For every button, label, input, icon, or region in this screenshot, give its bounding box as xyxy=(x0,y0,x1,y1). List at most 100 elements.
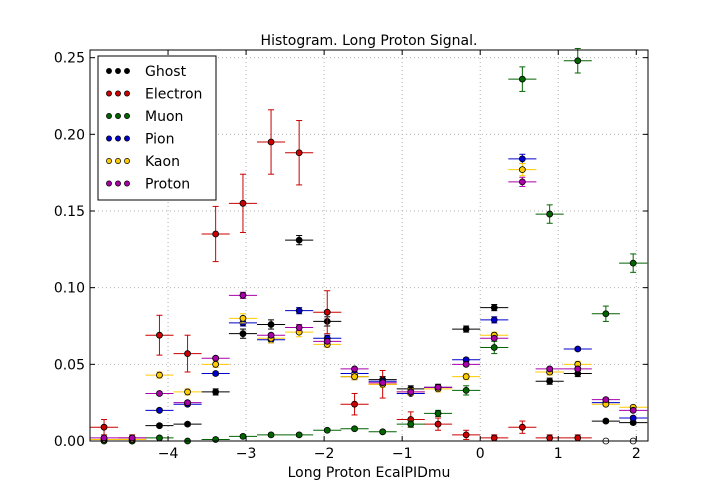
legend-marker-muon xyxy=(124,113,130,119)
ghost-point xyxy=(295,236,303,244)
muon-point xyxy=(267,431,275,439)
kaon-point xyxy=(351,373,358,381)
proton-point xyxy=(184,399,191,407)
proton-point xyxy=(629,406,637,414)
kaon-point xyxy=(462,373,470,381)
muon-point xyxy=(239,432,247,440)
proton-point xyxy=(295,324,303,331)
legend-marker-ghost xyxy=(106,68,112,74)
legend-marker-ghost xyxy=(124,68,130,74)
x-tick-label: 2 xyxy=(632,446,641,462)
legend-label-kaon: Kaon xyxy=(145,154,180,170)
y-tick-label: 0.20 xyxy=(54,127,85,143)
legend-marker-muon xyxy=(106,113,112,119)
axis-ticks: −4 −3 −2 −1 0 1 2 0.00 0.05 0.10 0.15 0.20 0.25 xyxy=(54,50,648,462)
legend-label-electron: Electron xyxy=(145,87,202,103)
y-tick-label: 0.10 xyxy=(54,281,85,297)
legend-marker-pion xyxy=(106,135,112,142)
ghost-point xyxy=(546,377,554,385)
electron-point xyxy=(156,331,163,339)
legend-marker-electron xyxy=(106,90,112,97)
proton-point xyxy=(351,365,358,373)
chart-title: Histogram. Long Proton Signal. xyxy=(261,33,478,49)
proton-point xyxy=(602,396,610,404)
x-tick-label: 1 xyxy=(554,446,563,462)
legend-box xyxy=(97,55,217,201)
kaon-point xyxy=(156,371,163,379)
proton-point xyxy=(379,379,387,387)
muon-point xyxy=(629,259,637,267)
proton-point xyxy=(267,331,275,339)
legend-label-muon: Muon xyxy=(145,109,183,125)
legend-marker-muon xyxy=(115,113,121,119)
pion-point xyxy=(156,406,163,414)
electron-point xyxy=(212,230,220,238)
electron-point xyxy=(239,199,247,207)
electron-point xyxy=(574,434,582,442)
proton-point xyxy=(490,334,498,342)
pion-point xyxy=(212,370,220,377)
muon-point xyxy=(379,428,387,436)
legend-marker-proton xyxy=(115,180,121,187)
electron-point xyxy=(518,423,526,431)
legend-marker-electron xyxy=(124,90,130,97)
kaon-point xyxy=(239,314,247,322)
proton-point xyxy=(128,434,136,442)
y-tick-label: 0.05 xyxy=(54,357,85,373)
y-tick-label: 0.25 xyxy=(54,51,85,67)
x-tick-label: 0 xyxy=(476,446,485,462)
pion-point xyxy=(490,316,498,324)
electron-point xyxy=(323,308,331,316)
ghost-point xyxy=(267,321,275,328)
pion-point xyxy=(629,414,637,422)
y-tick-label: 0.15 xyxy=(54,204,85,220)
legend-marker-electron xyxy=(115,90,121,97)
muon-point xyxy=(490,344,498,351)
proton-point xyxy=(407,388,415,396)
x-tick-label: −2 xyxy=(314,446,335,462)
electron-point xyxy=(462,431,470,439)
x-tick-label: −3 xyxy=(236,446,257,462)
legend-marker-kaon xyxy=(115,158,121,164)
ghost-point xyxy=(602,417,610,425)
electron-point xyxy=(184,350,191,358)
kaon-point xyxy=(184,388,191,396)
muon-point xyxy=(546,210,554,218)
muon-point xyxy=(212,436,220,443)
legend-marker-proton xyxy=(106,180,112,187)
legend-marker-ghost xyxy=(115,68,121,74)
legend-marker-kaon xyxy=(106,158,112,164)
ghost-point xyxy=(462,325,470,333)
proton-point xyxy=(239,291,247,299)
muon-point xyxy=(407,420,415,428)
ghost-point xyxy=(212,388,220,396)
pion-point xyxy=(518,155,526,163)
kaon-point xyxy=(518,166,526,174)
proton-point xyxy=(518,178,526,186)
muon-point xyxy=(462,386,470,394)
series-proton xyxy=(90,176,648,442)
muon-point xyxy=(574,57,582,65)
x-tick-label: −4 xyxy=(158,446,179,462)
electron-point xyxy=(351,400,358,408)
proton-point xyxy=(574,365,582,373)
electron-point xyxy=(490,434,498,442)
proton-point xyxy=(462,360,470,368)
plot-frame xyxy=(89,49,649,442)
proton-point xyxy=(323,337,331,345)
proton-point xyxy=(546,365,554,373)
muon-point xyxy=(323,426,331,434)
muon-point xyxy=(602,310,610,318)
proton-point xyxy=(100,434,108,442)
ghost-point xyxy=(184,420,191,428)
electron-point xyxy=(295,149,303,157)
legend-label-ghost: Ghost xyxy=(145,64,187,80)
legend-marker-pion xyxy=(124,135,130,142)
electron-point xyxy=(267,138,275,146)
series-muon xyxy=(90,47,648,445)
legend-marker-pion xyxy=(115,135,121,142)
muon-point xyxy=(351,425,358,433)
x-axis-label: Long Proton EcalPIDmu xyxy=(288,465,451,481)
muon-point xyxy=(156,434,163,442)
pion-point xyxy=(574,345,582,353)
